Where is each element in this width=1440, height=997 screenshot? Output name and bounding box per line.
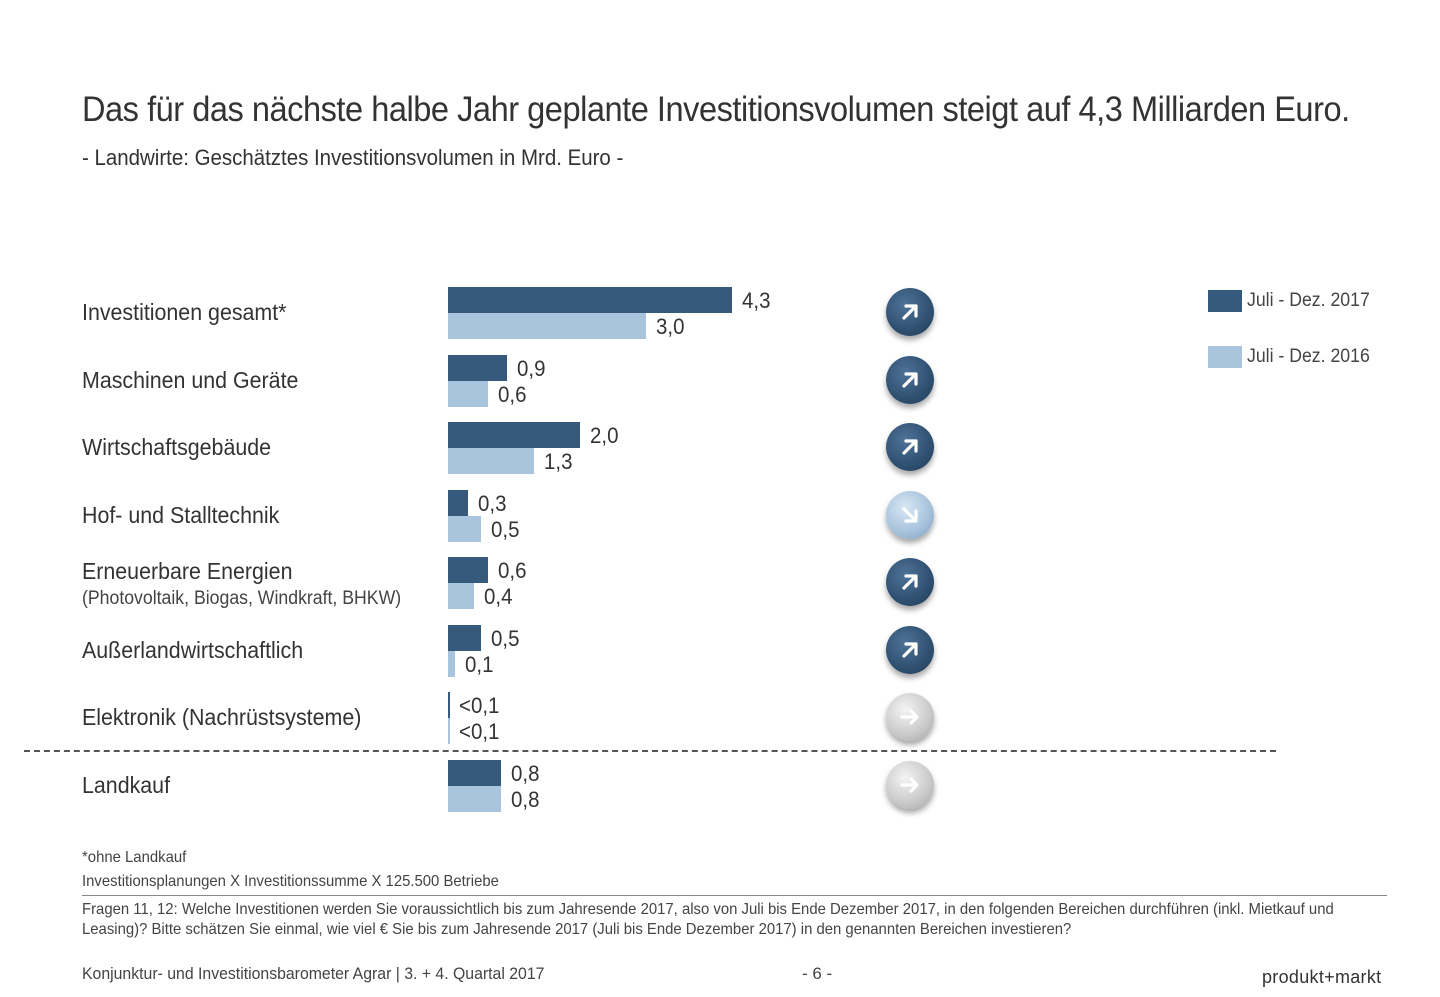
bar-2016 — [448, 651, 455, 677]
legend-label-2017: Juli - Dez. 2017 — [1247, 290, 1370, 311]
data-label-2017: 0,9 — [517, 356, 546, 381]
data-label-2016: <0,1 — [459, 719, 500, 744]
data-label-2017: 0,6 — [498, 558, 527, 583]
arrow-up-right-icon — [886, 288, 934, 336]
bar-2016 — [448, 448, 534, 474]
bar-2017 — [448, 760, 501, 786]
arrow-right-icon — [886, 693, 934, 741]
bar-2017 — [448, 490, 468, 516]
footer-source: Konjunktur- und Investitionsbarometer Ag… — [82, 964, 545, 983]
category-label: Außerlandwirtschaftlich — [82, 637, 304, 663]
arrow-right-icon — [886, 761, 934, 809]
data-label-2016: 1,3 — [544, 449, 573, 474]
category-label: Erneuerbare Energien — [82, 558, 293, 584]
footnote-base: Investitionsplanungen X Investitionssumm… — [82, 873, 499, 890]
bar-2016 — [448, 786, 501, 812]
dashed-divider — [24, 750, 1276, 752]
category-label: Hof- und Stalltechnik — [82, 502, 280, 528]
arrow-down-right-icon — [886, 491, 934, 539]
data-label-2016: 0,6 — [498, 382, 527, 407]
data-label-2016: 3,0 — [656, 314, 685, 339]
arrow-up-right-icon — [886, 423, 934, 471]
data-label-2017: 2,0 — [590, 423, 619, 448]
footnote-ohne-landkauf: *ohne Landkauf — [82, 849, 187, 866]
data-label-2017: 0,8 — [511, 761, 540, 786]
footnote-rule — [82, 895, 1387, 896]
legend-swatch-2017 — [1208, 290, 1242, 312]
bar-2016 — [448, 381, 488, 407]
bar-2016 — [448, 583, 474, 609]
bar-2017 — [448, 287, 732, 313]
data-label-2017: 0,5 — [491, 626, 520, 651]
legend-label-2016: Juli - Dez. 2016 — [1247, 346, 1370, 367]
bar-2017 — [448, 625, 481, 651]
category-label: Elektronik (Nachrüstsysteme) — [82, 704, 362, 730]
arrow-up-right-icon — [886, 626, 934, 674]
brand-logo: produkt+markt — [1262, 967, 1382, 987]
category-label: Maschinen und Geräte — [82, 367, 299, 393]
data-label-2017: 0,3 — [478, 491, 507, 516]
bar-2016 — [448, 718, 450, 744]
arrow-up-right-icon — [886, 356, 934, 404]
category-label: Wirtschaftsgebäude — [82, 434, 272, 460]
legend-swatch-2016 — [1208, 346, 1242, 368]
data-label-2016: 0,8 — [511, 787, 540, 812]
bar-2017 — [448, 692, 450, 718]
data-label-2016: 0,5 — [491, 517, 520, 542]
bar-2016 — [448, 516, 481, 542]
data-label-2016: 0,1 — [465, 652, 494, 677]
category-label: Investitionen gesamt* — [82, 299, 287, 325]
category-label: Landkauf — [82, 772, 171, 798]
bar-2017 — [448, 422, 580, 448]
bar-2016 — [448, 313, 646, 339]
data-label-2017: 4,3 — [742, 288, 771, 313]
bar-2017 — [448, 557, 488, 583]
question-text: Fragen 11, 12: Welche Investitionen werd… — [82, 901, 1334, 938]
bar-2017 — [448, 355, 507, 381]
category-sublabel: (Photovoltaik, Biogas, Windkraft, BHKW) — [82, 588, 402, 609]
page-number: - 6 - — [802, 964, 833, 983]
data-label-2017: <0,1 — [459, 693, 500, 718]
page-title: Das für das nächste halbe Jahr geplante … — [82, 90, 1350, 129]
arrow-up-right-icon — [886, 558, 934, 606]
data-label-2016: 0,4 — [484, 584, 513, 609]
page-subtitle: - Landwirte: Geschätztes Investitionsvol… — [82, 145, 624, 170]
